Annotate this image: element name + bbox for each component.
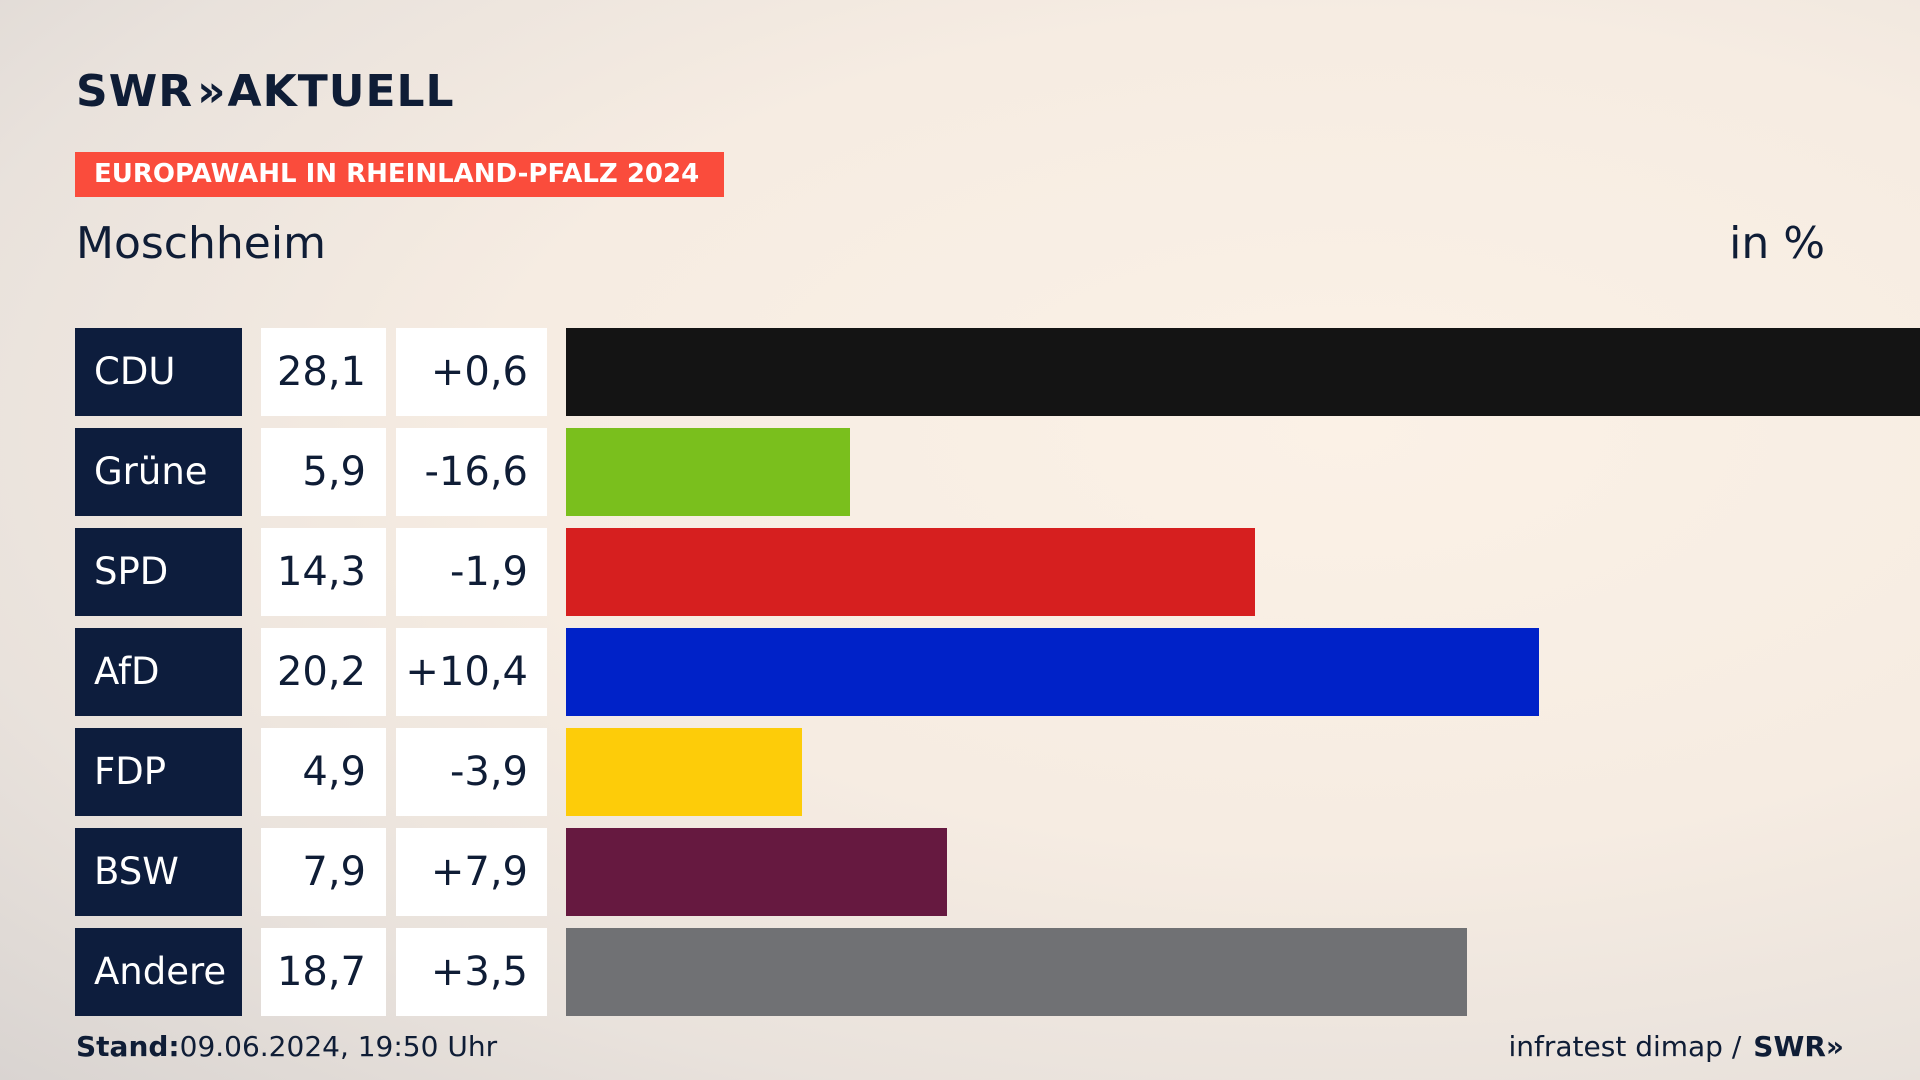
change-label: +0,6 — [396, 328, 547, 416]
timestamp-value: 09.06.2024, 19:50 Uhr — [179, 1030, 498, 1063]
vote-share-label: 20,2 — [261, 628, 386, 716]
brand-chevron-icon: » — [197, 65, 226, 117]
vote-share-label: 7,9 — [261, 828, 386, 916]
result-bar — [566, 528, 1256, 616]
timestamp: Stand:09.06.2024, 19:50 Uhr — [76, 1030, 497, 1063]
party-label: Grüne — [75, 428, 242, 516]
election-kicker: EUROPAWAHL IN RHEINLAND-PFALZ 2024 — [75, 152, 724, 197]
brand-suffix: AKTUELL — [227, 65, 455, 117]
timestamp-label: Stand: — [76, 1030, 180, 1063]
vote-share-label: 5,9 — [261, 428, 386, 516]
place-title: Moschheim — [76, 218, 326, 269]
source-brand: SWR» — [1753, 1030, 1844, 1063]
source-text: infratest dimap / — [1508, 1030, 1742, 1063]
swr-aktuell-logo: SWR » AKTUELL — [76, 65, 455, 117]
result-bar — [566, 928, 1468, 1016]
party-label: FDP — [75, 728, 242, 816]
party-label: Andere — [75, 928, 242, 1016]
change-label: +7,9 — [396, 828, 547, 916]
party-label: AfD — [75, 628, 242, 716]
change-label: -3,9 — [396, 728, 547, 816]
unit-label: in % — [1729, 218, 1825, 269]
change-label: +3,5 — [396, 928, 547, 1016]
party-label: SPD — [75, 528, 242, 616]
result-bar — [566, 328, 1920, 416]
result-bar — [566, 428, 851, 516]
party-label: BSW — [75, 828, 242, 916]
vote-share-label: 14,3 — [261, 528, 386, 616]
result-bar — [566, 828, 947, 916]
vote-share-label: 18,7 — [261, 928, 386, 1016]
result-bar — [566, 628, 1540, 716]
change-label: -1,9 — [396, 528, 547, 616]
change-label: +10,4 — [396, 628, 547, 716]
brand-name: SWR — [76, 65, 194, 117]
party-label: CDU — [75, 328, 242, 416]
vote-share-label: 4,9 — [261, 728, 386, 816]
source-credit: infratest dimap / SWR» — [1508, 1030, 1844, 1063]
change-label: -16,6 — [396, 428, 547, 516]
result-bar — [566, 728, 803, 816]
vote-share-label: 28,1 — [261, 328, 386, 416]
